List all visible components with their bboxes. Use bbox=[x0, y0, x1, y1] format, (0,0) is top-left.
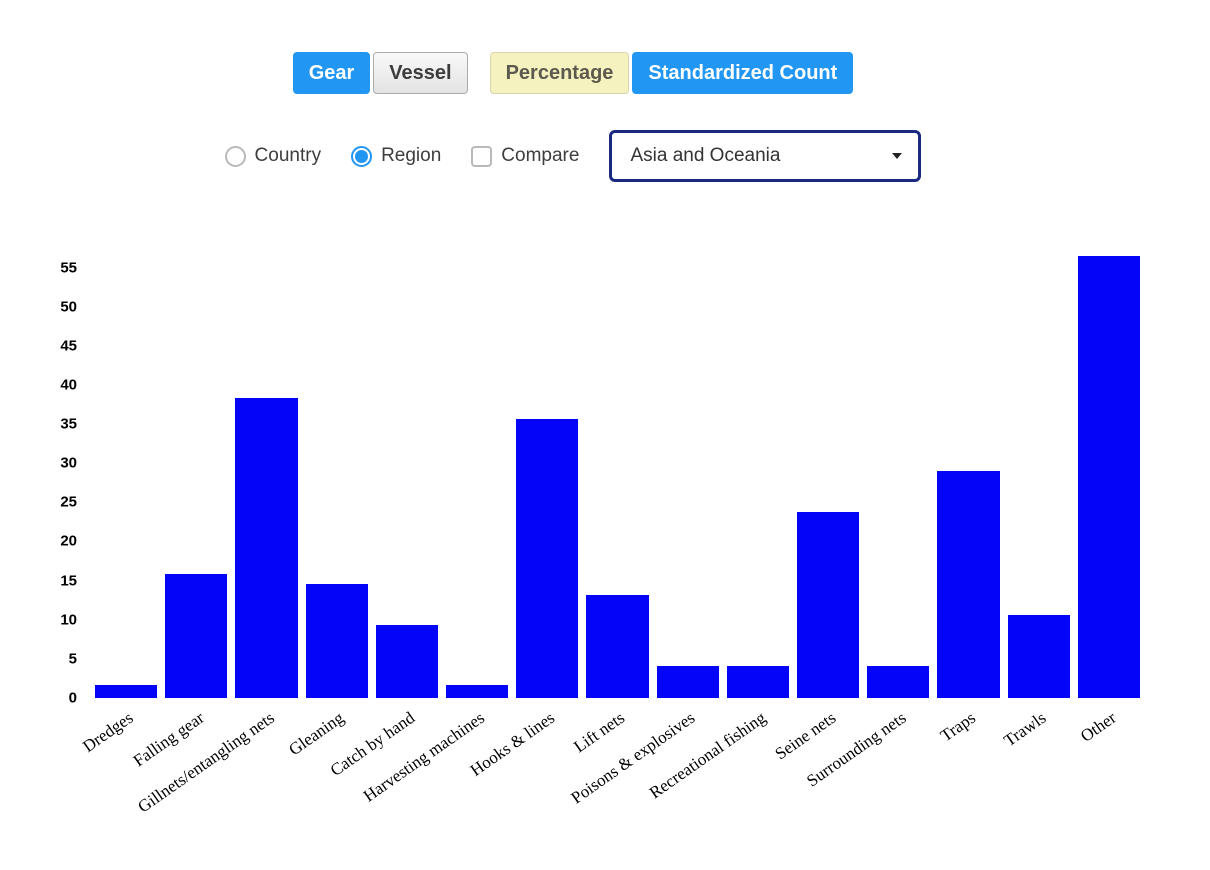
bar-chart: 0 5 10 15 20 25 30 35 40 45 50 55 Dredges Falling ge… bbox=[60, 248, 1141, 816]
compare-checkbox[interactable]: Compare bbox=[471, 145, 579, 167]
y-tick-label: 15 bbox=[60, 572, 77, 590]
bar bbox=[235, 398, 298, 698]
bar bbox=[726, 665, 790, 698]
bar-slot: Seine nets bbox=[771, 248, 860, 763]
bar bbox=[305, 583, 368, 698]
bar bbox=[446, 685, 509, 698]
bar bbox=[586, 594, 649, 698]
y-tick-label: 40 bbox=[60, 376, 77, 394]
bar-slot: Hooks & lines bbox=[467, 248, 579, 780]
country-radio[interactable]: Country bbox=[224, 145, 322, 167]
bar bbox=[516, 419, 579, 698]
bar-slot: Dredges bbox=[80, 248, 158, 756]
bar-slot: Harvesting machines bbox=[360, 248, 509, 806]
bar bbox=[937, 471, 1000, 698]
bar bbox=[1077, 255, 1141, 698]
category-label: Dredges bbox=[79, 708, 138, 757]
toggle-row: Gear Vessel Percentage Standardized Coun… bbox=[0, 0, 1178, 94]
checkbox-unchecked-icon bbox=[471, 145, 493, 167]
bar-slot: Falling gear bbox=[129, 248, 228, 770]
category-label: Harvesting machines bbox=[359, 708, 489, 806]
percentage-button[interactable]: Percentage bbox=[489, 52, 630, 94]
percentage-count-toggle: Percentage Standardized Count bbox=[489, 52, 854, 94]
bar bbox=[797, 511, 860, 698]
bar-slot: Recreational fishing bbox=[645, 248, 790, 802]
bar bbox=[867, 665, 930, 698]
bar-slot: Other bbox=[1077, 248, 1141, 746]
bar-slot: Catch by hand bbox=[326, 248, 439, 780]
region-radio-label: Region bbox=[381, 145, 442, 166]
y-tick-label: 30 bbox=[60, 454, 77, 472]
bar-slot: Surrounding nets bbox=[803, 248, 930, 790]
radio-unchecked-icon bbox=[224, 145, 246, 167]
bar bbox=[95, 685, 158, 698]
vessel-button[interactable]: Vessel bbox=[373, 52, 468, 94]
region-select-value: Asia and Oceania bbox=[630, 145, 781, 166]
y-tick-label: 35 bbox=[60, 415, 77, 433]
radio-checked-icon bbox=[351, 145, 373, 167]
y-tick-label: 5 bbox=[68, 650, 77, 668]
bar bbox=[656, 665, 719, 698]
bar-slot: Gleaning bbox=[286, 248, 368, 759]
category-label: Lift nets bbox=[570, 708, 629, 757]
category-label: Other bbox=[1077, 708, 1120, 746]
category-label: Poisons & explosives bbox=[567, 708, 699, 808]
region-radio[interactable]: Region bbox=[351, 145, 441, 167]
y-tick-label: 10 bbox=[60, 611, 77, 629]
bar bbox=[375, 625, 439, 698]
y-tick-label: 50 bbox=[60, 298, 77, 316]
y-tick-label: 0 bbox=[68, 689, 77, 707]
y-tick-label: 25 bbox=[60, 493, 77, 511]
bar-slot: Poisons & explosives bbox=[568, 248, 719, 808]
category-label: Gleaning bbox=[285, 708, 348, 760]
bar bbox=[1007, 615, 1070, 698]
category-label: Trawls bbox=[1000, 708, 1050, 751]
bar-slot: Gillnets/entangling nets bbox=[134, 248, 298, 816]
gear-vessel-toggle: Gear Vessel bbox=[292, 52, 468, 94]
bar bbox=[165, 573, 228, 698]
bar-slot: Traps bbox=[937, 248, 1000, 745]
bar-slot: Lift nets bbox=[571, 248, 649, 756]
category-label: Recreational fishing bbox=[645, 708, 769, 803]
page: Gear Vessel Percentage Standardized Coun… bbox=[0, 0, 1178, 816]
selector-row: Country Region Compare Asia and Oceania bbox=[0, 130, 1178, 182]
standardized-count-button[interactable]: Standardized Count bbox=[632, 52, 854, 94]
gear-button[interactable]: Gear bbox=[292, 52, 371, 94]
region-select[interactable]: Asia and Oceania bbox=[609, 130, 922, 182]
y-tick-label: 20 bbox=[60, 532, 77, 550]
chevron-down-icon bbox=[892, 153, 903, 159]
y-tick-label: 45 bbox=[60, 337, 77, 355]
country-radio-label: Country bbox=[254, 145, 322, 166]
category-label: Traps bbox=[937, 708, 980, 746]
plot-area: Dredges Falling gear Gillnets/entangling n… bbox=[80, 248, 1141, 816]
compare-checkbox-label: Compare bbox=[501, 145, 580, 166]
y-tick-label: 55 bbox=[60, 259, 77, 277]
bar-slot: Trawls bbox=[1001, 248, 1070, 750]
